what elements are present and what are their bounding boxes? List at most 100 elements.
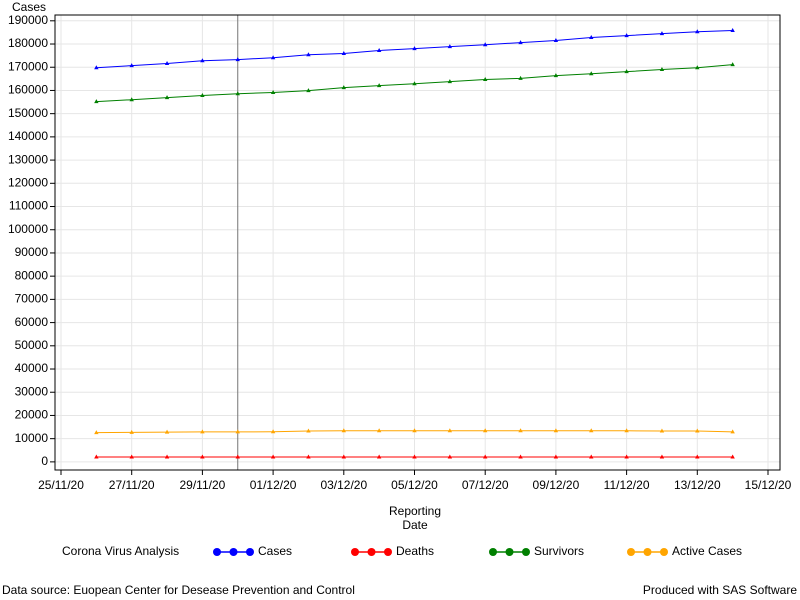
data-point xyxy=(447,79,453,84)
data-point xyxy=(235,454,240,459)
y-tick-label: 10000 xyxy=(15,431,49,445)
legend-label: Survivors xyxy=(534,544,584,558)
data-point xyxy=(447,428,453,433)
legend-marker xyxy=(351,548,359,556)
data-point xyxy=(659,31,665,36)
y-tick-label: 160000 xyxy=(8,83,48,97)
legend-marker xyxy=(229,548,238,556)
x-tick-label: 27/11/20 xyxy=(109,478,155,492)
data-point xyxy=(235,429,240,434)
data-point xyxy=(341,51,346,56)
data-point xyxy=(412,46,417,51)
data-point xyxy=(412,428,417,433)
data-point xyxy=(518,40,523,45)
data-point xyxy=(553,73,559,78)
data-point xyxy=(164,429,170,434)
x-tick-label: 01/12/20 xyxy=(250,478,297,492)
legend-marker xyxy=(660,548,668,556)
legend-label: Cases xyxy=(258,544,292,558)
data-point xyxy=(695,454,700,459)
data-point xyxy=(270,55,276,60)
data-point xyxy=(412,454,417,459)
data-point xyxy=(94,65,99,70)
data-point xyxy=(553,428,559,433)
data-point xyxy=(306,52,311,57)
y-tick-label: 70000 xyxy=(15,292,49,306)
data-point xyxy=(376,428,382,433)
legend-marker xyxy=(367,548,376,556)
legend-marker xyxy=(489,548,497,556)
y-tick-label: 130000 xyxy=(8,152,48,166)
data-point xyxy=(483,77,488,82)
y-tick-label: 100000 xyxy=(8,222,48,236)
data-point xyxy=(129,454,134,459)
legend-item: Deaths xyxy=(351,544,434,558)
data-point xyxy=(483,454,488,459)
x-tick-label: 29/11/20 xyxy=(179,478,225,492)
footnote-right: Produced with SAS Software xyxy=(643,583,797,597)
data-point xyxy=(447,454,453,459)
data-point xyxy=(235,91,240,96)
y-tick-label: 0 xyxy=(41,454,48,468)
legend-marker xyxy=(246,548,254,556)
legend-label: Active Cases xyxy=(672,544,742,558)
data-point xyxy=(624,428,629,433)
data-point xyxy=(730,429,735,434)
x-tick-label: 05/12/20 xyxy=(391,478,438,492)
data-point xyxy=(659,428,665,433)
data-point xyxy=(659,454,665,459)
legend-marker xyxy=(213,548,221,556)
data-point xyxy=(129,429,134,434)
data-point xyxy=(306,454,311,459)
data-point xyxy=(589,35,594,40)
data-point xyxy=(695,29,700,34)
data-point xyxy=(164,454,170,459)
y-tick-label: 140000 xyxy=(8,129,48,143)
data-point xyxy=(129,63,134,68)
legend-label: Deaths xyxy=(396,544,434,558)
y-tick-label: 30000 xyxy=(15,384,49,398)
data-point xyxy=(235,57,240,62)
data-point xyxy=(94,99,99,104)
data-point xyxy=(376,454,382,459)
data-point xyxy=(659,67,665,72)
x-tick-label: 03/12/20 xyxy=(320,478,367,492)
footnote-left: Data source: Euopean Center for Desease … xyxy=(2,583,355,597)
data-point xyxy=(376,48,382,53)
data-point xyxy=(164,61,170,66)
data-point xyxy=(624,33,629,38)
data-point xyxy=(94,430,99,435)
y-tick-label: 120000 xyxy=(8,175,48,189)
legend-title: Corona Virus Analysis xyxy=(62,544,179,558)
data-point xyxy=(164,95,170,100)
data-point xyxy=(483,42,488,47)
legend-marker xyxy=(522,548,530,556)
data-point xyxy=(200,454,205,459)
y-tick-label: 180000 xyxy=(8,36,48,50)
data-point xyxy=(94,454,99,459)
data-point xyxy=(518,75,523,80)
data-point xyxy=(730,28,735,33)
legend-item: Active Cases xyxy=(627,544,742,558)
x-tick-label: 13/12/20 xyxy=(674,478,721,492)
legend-item: Survivors xyxy=(489,544,584,558)
data-point xyxy=(447,44,453,49)
y-tick-label: 110000 xyxy=(9,199,48,213)
data-point xyxy=(306,428,311,433)
y-tick-label: 90000 xyxy=(15,245,49,259)
y-tick-label: 150000 xyxy=(8,106,48,120)
data-point xyxy=(624,454,629,459)
x-tick-label: 11/12/20 xyxy=(604,478,650,492)
y-tick-label: 170000 xyxy=(8,59,48,73)
data-point xyxy=(624,69,629,74)
y-tick-label: 80000 xyxy=(15,268,49,282)
x-tick-label: 15/12/20 xyxy=(745,478,792,492)
data-point xyxy=(589,454,594,459)
data-point xyxy=(695,428,700,433)
data-point xyxy=(270,429,276,434)
y-tick-label: 20000 xyxy=(15,408,49,422)
data-point xyxy=(412,81,417,86)
data-point xyxy=(341,454,346,459)
